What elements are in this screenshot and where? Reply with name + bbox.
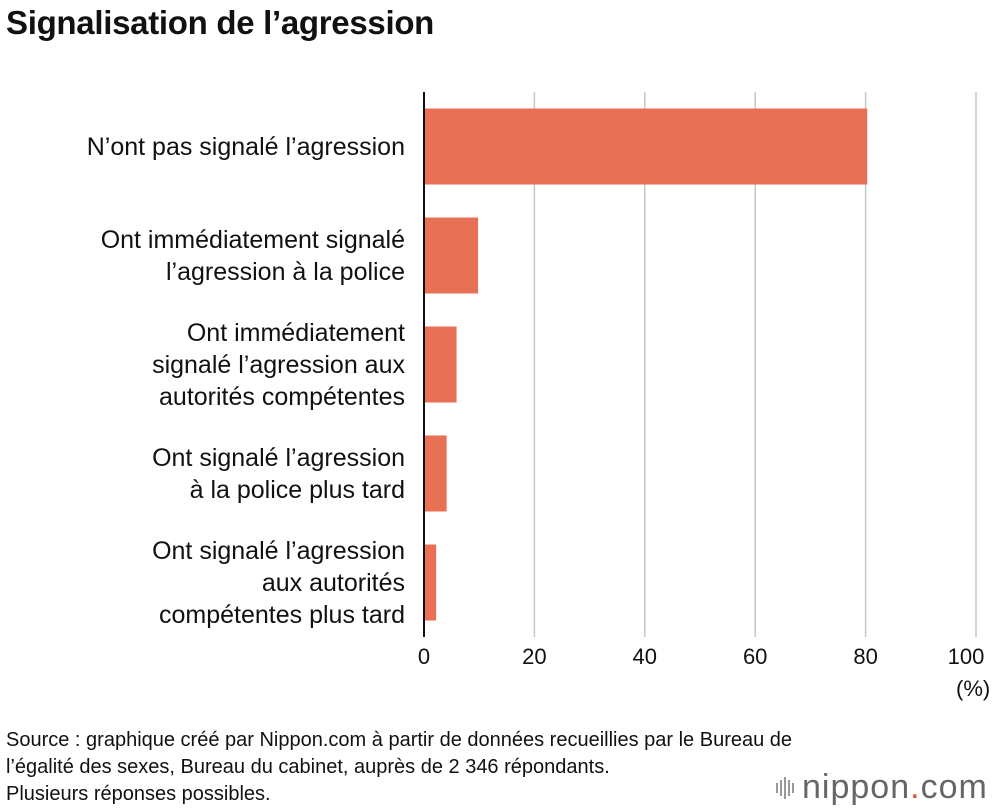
category-label-3: Ont signalé l’agression à la police plus…: [152, 443, 405, 504]
source-line-3: Plusieurs réponses possibles.: [6, 783, 271, 805]
source-line-1: Source : graphique créé par Nippon.com à…: [6, 729, 793, 751]
tick-label-40: 40: [632, 644, 658, 669]
tick-label-100: 100: [947, 644, 985, 669]
category-label-2: Ont immédiatement signalé l’agression au…: [152, 318, 405, 411]
tick-label-0: 0: [417, 644, 431, 669]
category-label-4: Ont signalé l’agression aux autorités co…: [152, 536, 405, 629]
bar-4: [424, 544, 437, 621]
tick-label-20: 20: [522, 644, 547, 669]
nippon-logo: nippon.com: [776, 768, 988, 807]
bar-2: [424, 326, 457, 403]
category-label-1: Ont immédiatement signalé l’agression à …: [100, 225, 405, 286]
bar-0: [424, 108, 868, 185]
category-label-0: N’ont pas signalé l’agression: [86, 132, 405, 161]
source-note: Source : graphique créé par Nippon.com à…: [6, 727, 792, 808]
logo-bars-icon: [776, 776, 794, 799]
bar-3: [424, 435, 447, 512]
tick-label-60: 60: [742, 644, 768, 669]
chart-title: Signalisation de l’agression: [6, 4, 435, 41]
logo-text: nippon.com: [802, 768, 988, 806]
x-axis-unit-label: (%): [956, 676, 991, 701]
tick-label-80: 80: [853, 644, 878, 669]
bar-1: [424, 217, 479, 294]
source-line-2: l’égalité des sexes, Bureau du cabinet, …: [6, 756, 610, 778]
